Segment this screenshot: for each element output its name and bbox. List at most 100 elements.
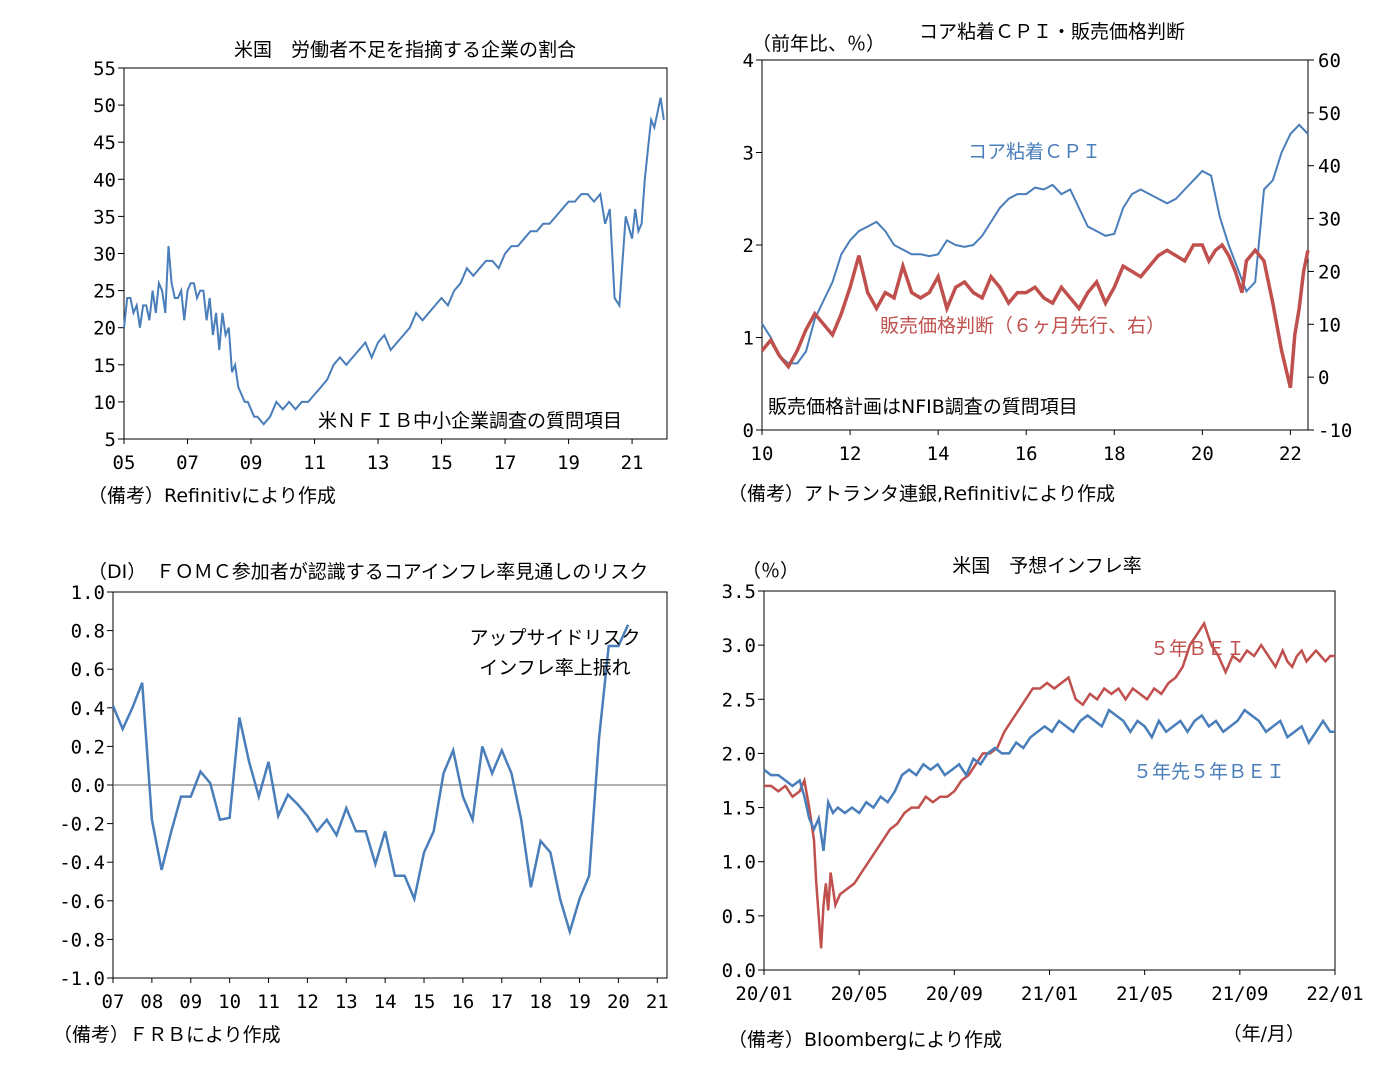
c4-x-tick-label: 22/01 bbox=[1306, 983, 1363, 1005]
c3-x-tick-label: 13 bbox=[335, 991, 358, 1013]
c1-title: 米国 労働者不足を指摘する企業の割合 bbox=[234, 39, 576, 61]
c3-y-tick-label: -0.4 bbox=[59, 852, 105, 874]
c1-x-tick-label: 09 bbox=[240, 452, 263, 474]
c3-x-tick-label: 10 bbox=[218, 991, 241, 1013]
c2-right-axis: 60 50 40 30 20 10 0 -10 bbox=[1308, 50, 1352, 442]
c2-yr-tick-label: 20 bbox=[1318, 261, 1341, 283]
c4-x-tick-label: 20/01 bbox=[735, 983, 792, 1005]
c3-x-tick-label: 08 bbox=[140, 991, 163, 1013]
c4-label-bei5: ５年ＢＥＩ bbox=[1150, 638, 1245, 660]
c3-y-tick-label: 0.0 bbox=[71, 775, 105, 797]
c4-x-tick-label: 21/01 bbox=[1021, 983, 1078, 1005]
c2-yr-tick-label: 10 bbox=[1318, 314, 1341, 336]
c3-y-tick-label: -1.0 bbox=[59, 968, 105, 990]
chart-labor-shortage: 米国 労働者不足を指摘する企業の割合 555045403530252015105… bbox=[88, 39, 668, 507]
c3-x-tick-label: 16 bbox=[451, 991, 474, 1013]
c4-title: 米国 予想インフレ率 bbox=[952, 555, 1141, 577]
c2-yl-tick-label: 3 bbox=[743, 143, 754, 165]
c1-x-tick-label: 17 bbox=[494, 452, 517, 474]
c3-annotation-line2: インフレ率上振れ bbox=[479, 657, 630, 679]
c3-y-tick-label: -0.8 bbox=[59, 929, 105, 951]
c1-y-axis: 55 50 45 40 35 30 25 20 15 10 5 bbox=[93, 58, 124, 451]
c3-x-tick-label: 18 bbox=[529, 991, 552, 1013]
c3-x-tick-label: 15 bbox=[413, 991, 436, 1013]
c1-y-tick-label: 40 bbox=[93, 169, 116, 191]
c1-y-tick-label: 15 bbox=[93, 355, 116, 377]
c4-source-note: （備考）Bloombergにより作成 bbox=[728, 1029, 1002, 1051]
c1-y-tick-label: 30 bbox=[93, 244, 116, 266]
c3-x-tick-label: 21 bbox=[646, 991, 669, 1013]
c2-yr-tick-label: 30 bbox=[1318, 209, 1341, 231]
c2-yr-tick-label: -10 bbox=[1318, 420, 1352, 442]
c2-label-price: 販売価格判断（６ヶ月先行、右） bbox=[880, 315, 1165, 337]
c4-y-tick-label: 2.5 bbox=[722, 689, 756, 711]
c1-plot-frame bbox=[123, 67, 668, 440]
c4-series-bei5-line bbox=[764, 620, 1335, 949]
c1-y-tick-label: 35 bbox=[93, 206, 116, 228]
c2-x-tick-label: 16 bbox=[1015, 443, 1038, 465]
c4-y-tick-label: 0.5 bbox=[722, 906, 756, 928]
c2-x-tick-label: 10 bbox=[751, 443, 774, 465]
c4-y-tick-label: 3.0 bbox=[722, 635, 756, 657]
c3-y-axis: 1.0 0.8 0.6 0.4 0.2 0.0 -0.2 -0.4 -0.6 -0.8 -1.0 bbox=[59, 582, 113, 990]
c3-x-tick-label: 14 bbox=[374, 991, 397, 1013]
c2-x-tick-label: 14 bbox=[927, 443, 950, 465]
c4-x-unit: （年/月） bbox=[1223, 1023, 1305, 1045]
c4-x-tick-label: 21/09 bbox=[1211, 983, 1268, 1005]
c2-label-cpi: コア粘着ＣＰＩ bbox=[968, 141, 1101, 163]
c4-unit: （％） bbox=[742, 560, 799, 582]
c3-x-tick-label: 19 bbox=[568, 991, 591, 1013]
c2-series-price-line bbox=[760, 242, 1310, 389]
c2-yl-tick-label: 0 bbox=[743, 420, 754, 442]
c3-y-tick-label: -0.2 bbox=[59, 814, 105, 836]
c2-yr-tick-label: 40 bbox=[1318, 156, 1341, 178]
c4-y-tick-label: 1.0 bbox=[722, 852, 756, 874]
c1-x-tick-label: 19 bbox=[557, 452, 580, 474]
chart-expected-inflation: 米国 予想インフレ率 （％） 3.53.02.52.01.51.00.50.0 … bbox=[722, 555, 1364, 1051]
c4-y-tick-label: 0.0 bbox=[722, 960, 756, 982]
c3-x-tick-label: 12 bbox=[296, 991, 319, 1013]
c1-y-tick-label: 45 bbox=[93, 132, 116, 154]
c2-x-tick-label: 22 bbox=[1279, 443, 1302, 465]
c1-y-tick-label: 5 bbox=[105, 429, 116, 451]
c3-series-line bbox=[111, 624, 630, 937]
c1-x-tick-label: 07 bbox=[176, 452, 199, 474]
c3-y-tick-label: 0.4 bbox=[71, 698, 105, 720]
c2-x-tick-label: 18 bbox=[1103, 443, 1126, 465]
c3-title: （DI） ＦＯＭＣ参加者が認識するコアインフレ率見通しのリスク bbox=[88, 561, 648, 583]
chart-sticky-cpi: コア粘着ＣＰＩ・販売価格判断 （前年比、％） 4 3 2 10 60 50 40 30 20 1… bbox=[728, 21, 1352, 505]
c1-x-tick-label: 05 bbox=[113, 452, 136, 474]
c4-y-tick-label: 3.5 bbox=[722, 581, 756, 603]
c1-annotation: 米ＮＦＩＢ中小企業調査の質問項目 bbox=[318, 410, 622, 432]
c2-yr-tick-label: 60 bbox=[1318, 50, 1341, 72]
c3-source-note: （備考）ＦＲＢにより作成 bbox=[53, 1024, 281, 1046]
c2-yl-tick-label: 4 bbox=[743, 50, 754, 72]
c4-y-tick-label: 2.0 bbox=[722, 743, 756, 765]
c1-y-tick-label: 55 bbox=[93, 58, 116, 80]
c1-x-tick-label: 15 bbox=[430, 452, 453, 474]
c3-x-tick-label: 09 bbox=[179, 991, 202, 1013]
c3-x-tick-label: 11 bbox=[257, 991, 280, 1013]
c1-series-line bbox=[123, 97, 665, 426]
c2-yr-tick-label: 50 bbox=[1318, 103, 1341, 125]
c3-y-tick-label: 0.6 bbox=[71, 659, 105, 681]
c4-label-bei5y5y: ５年先５年ＢＥＩ bbox=[1133, 761, 1285, 783]
c2-yl-tick-label: 2 bbox=[743, 235, 754, 257]
c2-title: コア粘着ＣＰＩ・販売価格判断 bbox=[919, 21, 1185, 43]
c2-yr-tick-label: 0 bbox=[1318, 367, 1329, 389]
c4-x-tick-label: 20/05 bbox=[831, 983, 888, 1005]
c2-x-axis: 10 12 14 16 18 20 22 bbox=[751, 430, 1302, 465]
c4-series-bei5y5y-line bbox=[763, 708, 1335, 852]
c2-annotation: 販売価格計画はNFIB調査の質問項目 bbox=[768, 396, 1078, 418]
c2-left-unit: （前年比、％） bbox=[752, 33, 885, 55]
c2-plot-frame bbox=[761, 59, 1309, 431]
c1-source-note: （備考）Refinitivにより作成 bbox=[88, 485, 336, 507]
c3-y-tick-label: 1.0 bbox=[71, 582, 105, 604]
c1-x-axis: 05 07 09 11 13 15 17 19 21 bbox=[113, 439, 644, 474]
c1-y-tick-label: 10 bbox=[93, 392, 116, 414]
c2-series-cpi-line bbox=[761, 123, 1309, 365]
c3-x-tick-label: 17 bbox=[490, 991, 513, 1013]
c1-x-tick-label: 11 bbox=[303, 452, 326, 474]
c2-x-tick-label: 20 bbox=[1191, 443, 1214, 465]
